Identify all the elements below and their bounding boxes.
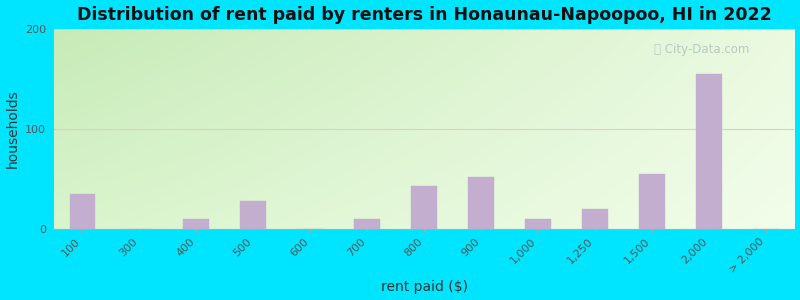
- Bar: [70, 194, 95, 229]
- Title: Distribution of rent paid by renters in Honaunau-Napoopoo, HI in 2022: Distribution of rent paid by renters in …: [77, 6, 771, 24]
- Bar: [183, 219, 209, 229]
- Bar: [526, 219, 551, 229]
- Y-axis label: households: households: [6, 90, 19, 168]
- Bar: [241, 201, 266, 229]
- Bar: [696, 74, 722, 229]
- Bar: [354, 219, 380, 229]
- Bar: [639, 174, 665, 229]
- X-axis label: rent paid ($): rent paid ($): [381, 280, 468, 294]
- Text: Ⓣ City-Data.com: Ⓣ City-Data.com: [654, 43, 749, 56]
- Bar: [582, 209, 608, 229]
- Bar: [468, 177, 494, 229]
- Bar: [411, 186, 437, 229]
